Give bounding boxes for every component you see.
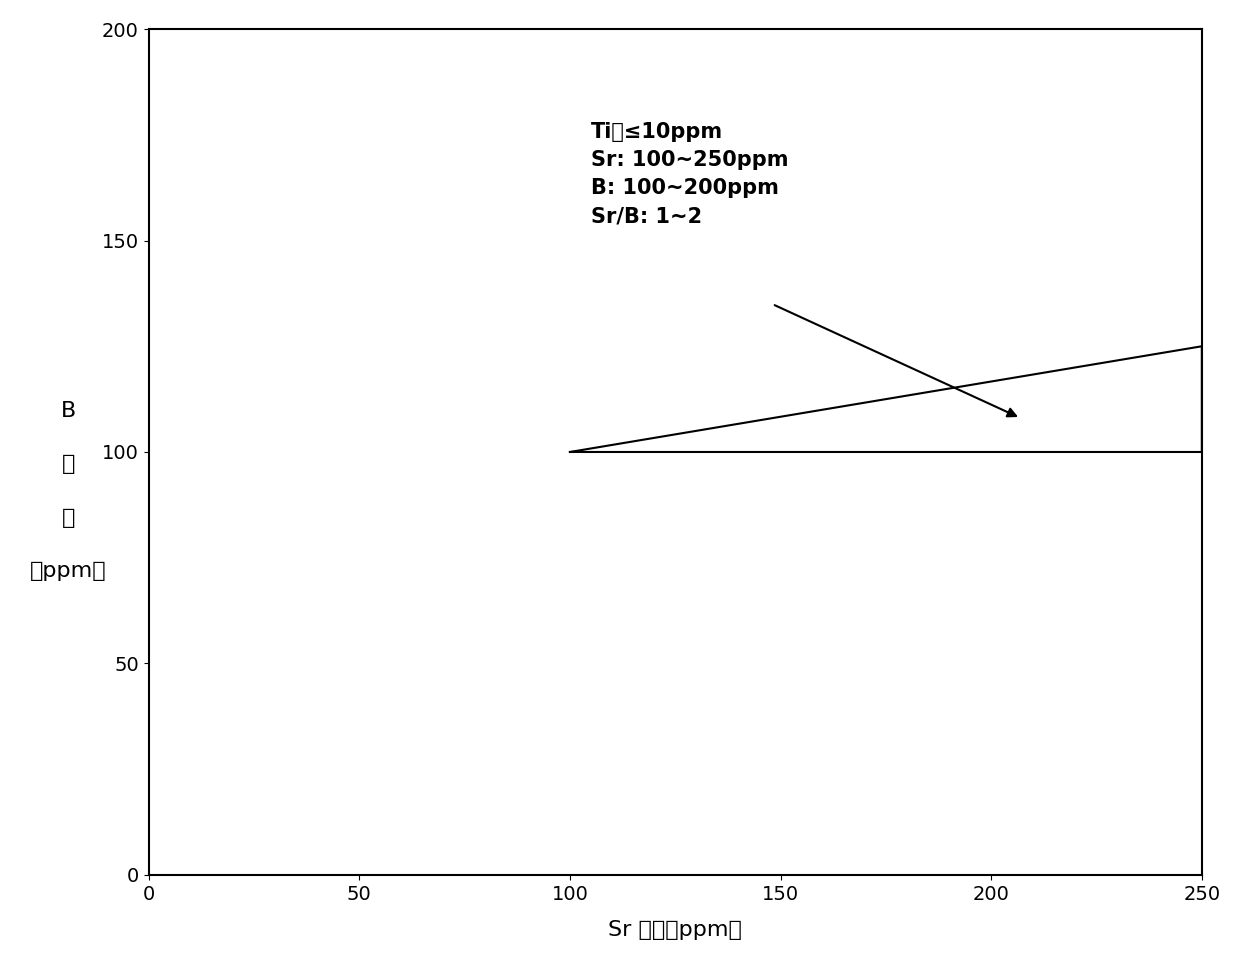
Text: 含: 含 bbox=[62, 454, 74, 474]
Text: B: B bbox=[61, 400, 76, 421]
Text: （ppm）: （ppm） bbox=[30, 561, 107, 581]
X-axis label: Sr 含量（ppm）: Sr 含量（ppm） bbox=[608, 920, 742, 940]
Text: 量: 量 bbox=[62, 507, 74, 528]
Text: Ti：≤10ppm
Sr: 100~250ppm
B: 100~200ppm
Sr/B: 1~2: Ti：≤10ppm Sr: 100~250ppm B: 100~200ppm S… bbox=[591, 122, 788, 226]
